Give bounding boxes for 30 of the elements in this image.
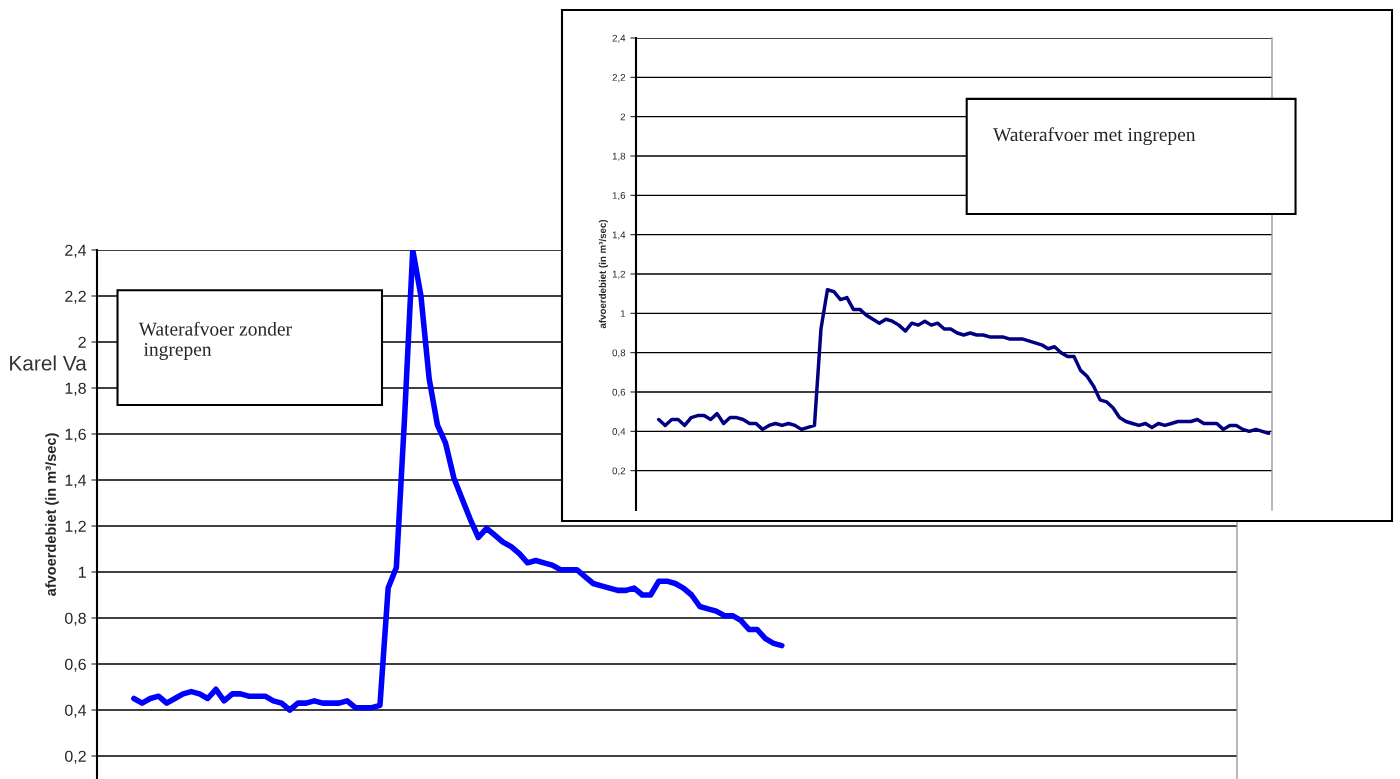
- y-tick-label: 1,2: [65, 520, 86, 534]
- y-tick-label: 2: [78, 336, 86, 348]
- y-tick-label: 0,6: [65, 658, 86, 672]
- y-tick-label: 1,2: [612, 270, 626, 279]
- y-axis-title: afvoerdebiet (in m³/sec): [45, 433, 59, 596]
- y-tick-label: 1: [620, 310, 626, 317]
- y-tick-label: 2,2: [612, 74, 626, 83]
- y-tick-label: 0,8: [65, 612, 86, 626]
- y-axis-title: afvoerdebiet (in m³/sec): [598, 219, 608, 329]
- text: Karel Va: [10, 355, 87, 371]
- text: Waterafvoer zonder ingrepen: [138, 321, 292, 360]
- y-tick-label: 1,4: [65, 474, 87, 488]
- text: Waterafvoer met ingrepen: [993, 127, 1196, 146]
- y-tick-label: 1,6: [612, 192, 626, 201]
- y-tick-label: 1,6: [65, 428, 86, 442]
- y-tick-label: 1: [78, 566, 86, 578]
- y-tick-label: 0,6: [612, 388, 626, 397]
- y-tick-label: 2,4: [612, 34, 626, 43]
- y-tick-label: 0,4: [612, 428, 626, 437]
- y-tick-label: 1,8: [612, 152, 626, 161]
- y-tick-label: 2,4: [65, 244, 87, 258]
- line-series: [656, 287, 1271, 436]
- y-tick-label: 0,8: [612, 349, 626, 358]
- y-tick-label: 1,8: [65, 382, 86, 396]
- y-tick-label: 2: [620, 113, 626, 121]
- y-tick-label: 0,4: [65, 704, 87, 718]
- y-tick-label: 0,2: [65, 750, 86, 764]
- y-tick-label: 0,2: [612, 467, 626, 476]
- y-tick-label: 2,2: [65, 290, 86, 304]
- y-tick-label: 1,4: [612, 231, 626, 240]
